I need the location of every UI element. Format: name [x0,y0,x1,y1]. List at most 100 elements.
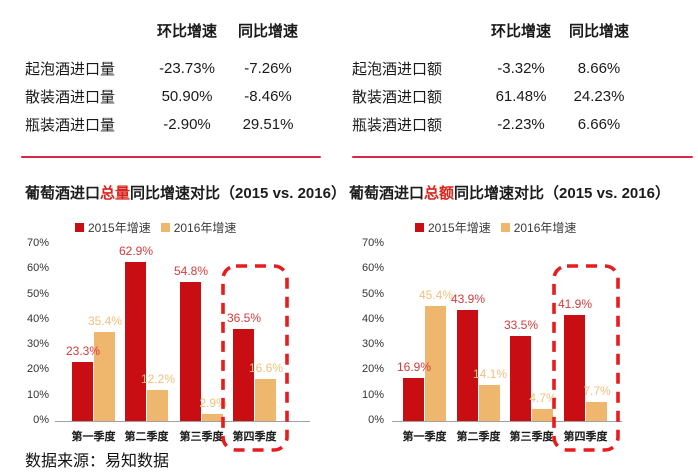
bar-2015年增速-第三季度 [510,336,531,421]
mom-value: -2.90% [163,115,211,133]
row-label: 起泡酒进口额 [352,60,443,78]
legend-swatch-icon [500,223,510,232]
y-axis-label: 40% [26,312,49,325]
table-row: 散装酒进口额 61.48% 24.23% [352,82,633,110]
x-axis-label: 第三季度 [509,431,554,443]
title-prefix: 葡萄酒进口 [25,185,101,202]
bar-value-label: 16.9% [396,360,432,375]
chart-legend: 2015年增速 2016年增速 [415,219,576,236]
column-header-mom: 环比增速 [156,22,217,40]
bar-value-label: 54.8% [173,264,209,279]
table-row: 起泡酒进口额 -3.32% 8.66% [352,54,633,82]
bar-value-label: 2.9% [199,395,227,410]
legend-item-2015: 2015年增速 [415,219,491,236]
yoy-value: 6.66% [577,115,621,133]
bar-2016年增速-第四季度 [586,401,607,421]
row-label: 散装酒进口额 [352,88,443,106]
bar-value-label: 33.5% [503,318,539,333]
mom-value: 50.90% [161,87,213,105]
x-axis-label: 第一季度 [402,431,447,443]
bar-2016年增速-第四季度 [255,379,276,421]
table-row: 散装酒进口量 50.90% -8.46% [25,82,304,110]
column-header-mom: 环比增速 [490,22,551,40]
highlight-box [551,263,623,455]
y-axis-label: 50% [26,287,49,300]
bar-2016年增速-第三季度 [202,413,223,421]
legend-label: 2015年增速 [428,221,491,235]
bar-2016年增速-第一季度 [94,331,115,421]
table-row: 起泡酒进口量 -23.73% -7.26% [25,54,304,82]
legend-label: 2016年增速 [513,221,577,235]
bar-2015年增速-第二季度 [457,310,478,421]
plot-area: 0% 10% 20% 30% 40% 50% 60% 70% 23.3% 35.4% 第一季度 62.… [27,238,310,452]
bar-2015年增速-第一季度 [403,378,424,421]
yoy-value: 8.66% [577,59,621,77]
mom-value: -23.73% [159,59,215,77]
x-axis-label: 第二季度 [456,431,501,443]
column-header-yoy: 同比增速 [568,22,629,40]
chart-title: 葡萄酒进口总量同比增速对比（2015 vs. 2016） [25,182,346,203]
title-highlight: 总额 [424,185,455,202]
bar-value-label: 4.7% [529,391,557,406]
title-suffix: 同比增速对比（2015 vs. 2016） [454,185,670,202]
bar-value-label: 43.9% [450,292,486,306]
y-axis-label: 50% [361,287,384,300]
bar-value-label: 16.6% [248,361,284,376]
mom-value: -3.32% [497,59,545,77]
y-axis-label: 20% [26,363,49,376]
y-axis-label: 10% [361,388,384,401]
y-axis-label: 40% [361,312,384,325]
import-value-table: 环比增速 同比增速 起泡酒进口额 -3.32% 8.66% 散装酒进口额 61.… [352,18,633,138]
x-axis-label: 第三季度 [179,431,224,443]
source-note: 数据来源：易知数据 [25,453,170,470]
row-label: 起泡酒进口量 [25,60,116,78]
yoy-value: -8.46% [244,87,292,105]
bar-2016年增速-第一季度 [425,306,446,421]
mom-value: 61.48% [495,87,547,105]
legend-label: 2015年增速 [88,221,151,235]
bar-2016年增速-第三季度 [532,409,553,421]
divider-line [21,156,321,158]
title-highlight: 总量 [100,185,131,202]
yoy-value: -7.26% [244,59,292,77]
bar-value-label: 23.3% [65,344,101,359]
bar-2015年增速-第一季度 [72,362,93,421]
chart-title: 葡萄酒进口总额同比增速对比（2015 vs. 2016） [349,182,670,203]
y-axis-label: 30% [361,338,384,351]
y-axis-label: 0% [33,414,49,426]
title-prefix: 葡萄酒进口 [349,185,425,202]
y-axis-label: 10% [26,388,49,401]
legend-item-2016: 2016年增速 [500,219,577,236]
table-header-row: 环比增速 同比增速 [25,18,304,42]
bar-value-label: 12.2% [140,372,176,387]
y-axis-label: 20% [361,363,384,376]
title-suffix: 同比增速对比（2015 vs. 2016） [130,185,346,202]
highlight-box [220,263,292,455]
bar-value-label: 7.7% [583,383,611,398]
legend-swatch-icon [160,223,170,232]
bar-2016年增速-第二季度 [479,385,500,421]
legend-item-2015: 2015年增速 [75,219,151,236]
x-axis-label: 第二季度 [124,431,169,443]
chart-legend: 2015年增速 2016年增速 [75,219,236,236]
mom-value: -2.23% [497,115,545,133]
legend-swatch-icon [75,223,84,232]
divider-line [352,156,693,158]
y-axis-label: 70% [361,237,384,249]
bar-value-label: 35.4% [87,313,123,328]
bar-value-label: 36.5% [226,310,262,325]
bar-2015年增速-第二季度 [125,261,146,421]
y-axis-label: 30% [26,338,49,351]
yoy-value: 29.51% [242,115,294,133]
x-axis-label: 第四季度 [232,431,277,443]
y-axis-label: 60% [361,262,384,275]
x-axis-label: 第四季度 [563,431,608,443]
column-header-yoy: 同比增速 [237,22,298,40]
table-row: 瓶装酒进口量 -2.90% 29.51% [25,110,304,138]
row-label: 散装酒进口量 [25,88,116,106]
y-axis-label: 70% [26,237,49,249]
bar-value-label: 45.4% [418,288,454,303]
bar-2016年增速-第二季度 [147,390,168,421]
y-axis-label: 0% [368,414,384,426]
